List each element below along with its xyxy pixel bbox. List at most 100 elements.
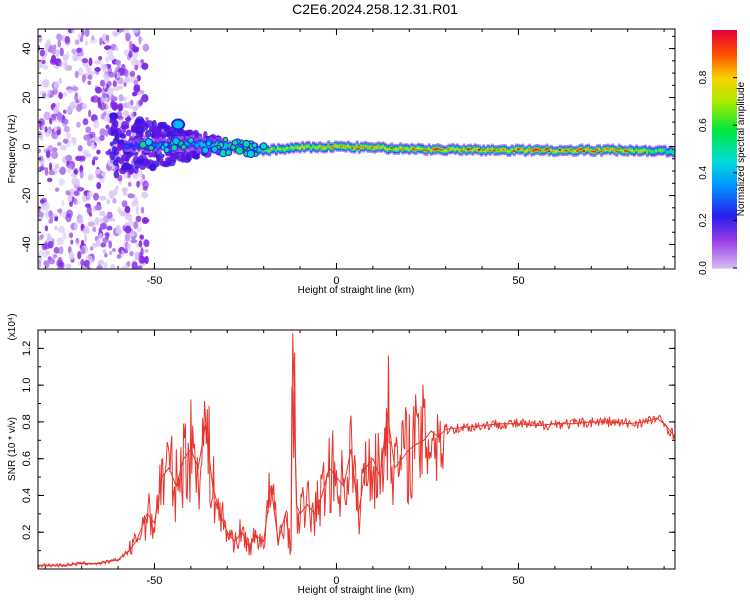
noise-dot	[143, 239, 150, 248]
band-cell	[611, 148, 614, 150]
noise-dot	[48, 219, 52, 224]
snr-data-point	[277, 540, 279, 543]
snr-data-point	[81, 562, 83, 565]
noise-dot	[90, 114, 98, 122]
band-cell	[384, 147, 387, 149]
colorbar-segment	[712, 75, 737, 79]
band-cell	[364, 145, 368, 148]
noise-dot	[117, 207, 122, 214]
band-cell	[405, 147, 409, 150]
snr-data-point	[168, 467, 170, 469]
band-cell	[495, 149, 499, 152]
colorbar-segment	[712, 37, 737, 41]
band-cell	[353, 147, 357, 150]
noise-dot	[99, 102, 106, 111]
band-cell	[574, 150, 577, 153]
colorbar-segment	[712, 30, 737, 33]
colorbar-segment	[712, 202, 737, 206]
noise-dot	[56, 33, 62, 42]
colorbar-segment	[712, 210, 737, 214]
noise-dot	[75, 238, 81, 247]
band-cell	[646, 151, 649, 153]
band-cell	[124, 144, 127, 148]
noise-dot	[131, 29, 140, 33]
band-cell	[475, 148, 479, 151]
band-cell	[484, 150, 488, 153]
band-cell	[451, 147, 455, 150]
snr-data-point	[183, 458, 185, 460]
snr-data-point	[255, 535, 257, 537]
noise-dot	[87, 74, 93, 80]
band-cell	[226, 144, 230, 147]
band-cell	[460, 149, 464, 152]
band-cell	[659, 149, 662, 152]
band-cell	[399, 146, 403, 149]
colorbar-segment	[712, 160, 737, 164]
band-cell	[543, 149, 547, 152]
noise-dot	[49, 58, 57, 65]
colorbar-segment	[712, 232, 737, 235]
band-cell	[325, 146, 328, 149]
band-cell	[622, 150, 625, 152]
noise-dot	[56, 112, 63, 121]
band-cell	[346, 145, 350, 147]
noise-dot	[107, 80, 112, 87]
band-cell	[414, 148, 418, 151]
colorbar-segment	[712, 139, 737, 142]
snr-data-point	[99, 562, 101, 565]
snr-data-point	[161, 476, 163, 478]
snr-data-point	[284, 513, 287, 515]
snr-data-point	[372, 458, 374, 460]
colorbar-segment	[712, 174, 737, 178]
band-cell	[458, 149, 462, 152]
noise-dot	[62, 91, 68, 97]
band-cell	[547, 150, 551, 153]
band-cell	[375, 146, 379, 149]
band-cell	[628, 148, 632, 151]
snr-data-point	[386, 412, 388, 414]
noise-dot	[76, 103, 83, 112]
band-cell	[390, 146, 394, 149]
band-spread-dot	[134, 125, 144, 135]
band-spread-dot	[180, 154, 186, 163]
colorbar-segment	[712, 258, 737, 261]
snr-data-point	[656, 417, 658, 419]
band-cell	[342, 145, 346, 148]
snr-data-point	[62, 564, 65, 566]
band-cell	[587, 148, 590, 150]
colorbar-tick-label: 0.4	[698, 165, 709, 179]
noise-dot	[91, 95, 99, 103]
noise-dot	[58, 61, 63, 67]
noise-dot	[129, 40, 133, 49]
band-spread-dot	[150, 132, 156, 139]
noise-dot	[106, 199, 111, 205]
noise-dot	[104, 253, 108, 258]
snr-data-point	[241, 531, 243, 533]
band-cell	[196, 144, 199, 147]
noise-dot	[95, 239, 101, 247]
colorbar-segment	[712, 222, 737, 225]
noise-dot	[128, 50, 133, 58]
snr-data-point	[248, 546, 250, 548]
band-cell	[663, 149, 667, 151]
snr-trace	[38, 352, 675, 569]
noise-dot	[127, 193, 135, 199]
band-cell	[569, 149, 573, 151]
noise-dot	[96, 182, 102, 190]
band-cell	[578, 148, 582, 151]
noise-dot	[67, 195, 73, 203]
band-cell	[301, 145, 304, 148]
noise-dot	[54, 81, 60, 89]
band-cell	[497, 149, 501, 152]
band-cell	[268, 150, 272, 152]
band-cell	[661, 149, 665, 152]
band-cell	[272, 147, 276, 150]
snr-data-point	[263, 540, 265, 543]
band-cell	[480, 150, 483, 153]
noise-dot	[75, 200, 80, 205]
band-cell	[191, 141, 195, 145]
band-spread-dot	[120, 154, 130, 161]
band-cell	[556, 150, 560, 153]
colorbar-segment	[712, 35, 737, 39]
noise-dot	[96, 149, 101, 155]
